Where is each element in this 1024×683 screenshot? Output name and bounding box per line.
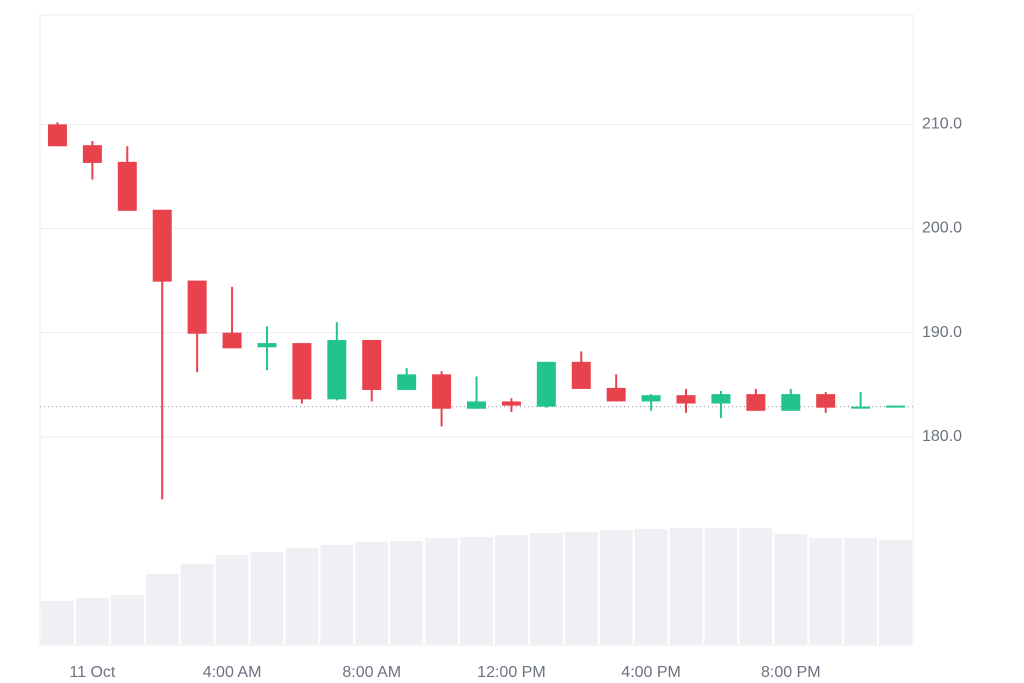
candle-body (781, 394, 801, 411)
volume-bar (844, 538, 878, 645)
volume-bar (145, 574, 179, 645)
volume-bar (704, 528, 738, 645)
candle-body (746, 394, 766, 411)
volume-bar (529, 533, 563, 645)
candle-body (501, 401, 521, 406)
volume-bar (320, 545, 354, 645)
volume-bar (634, 529, 668, 645)
candle-body (851, 406, 871, 409)
candle-body (432, 374, 452, 409)
volume-bar (285, 548, 319, 645)
volume-bar (215, 555, 249, 645)
candle-body (152, 209, 172, 282)
candle-body (82, 145, 102, 163)
x-tick-label: 8:00 PM (761, 664, 821, 681)
y-tick-label: 200.0 (922, 220, 962, 237)
x-tick-label: 4:00 AM (203, 664, 262, 681)
y-tick-label: 190.0 (922, 324, 962, 341)
volume-bar (460, 537, 493, 645)
candle-body (327, 339, 347, 400)
volume-bar (390, 541, 424, 645)
candle-body (641, 395, 661, 402)
candle-body (292, 343, 312, 400)
volume-bar (494, 535, 528, 645)
candle-body (187, 280, 207, 334)
volume-bar (110, 595, 144, 645)
volume-bar (41, 601, 74, 645)
candle-body (47, 124, 67, 147)
volume-bar (809, 538, 843, 645)
candle-body (886, 405, 906, 408)
volume-bar (180, 564, 214, 645)
candle-body (362, 339, 382, 390)
volume-bar (75, 598, 109, 645)
candle-body (606, 387, 626, 402)
volume-bar (355, 542, 389, 645)
candle-body (222, 332, 242, 349)
volume-bar (564, 532, 598, 645)
candle-body (257, 343, 277, 348)
volume-bar (250, 552, 284, 645)
candle-body (467, 401, 486, 409)
y-tick-label: 180.0 (922, 428, 962, 445)
candle-body (816, 394, 836, 408)
x-tick-label: 4:00 PM (621, 664, 681, 681)
volume-bar (599, 530, 633, 645)
x-tick-label: 11 Oct (69, 664, 116, 681)
x-tick-label: 8:00 AM (342, 664, 401, 681)
volume-bar (425, 538, 459, 645)
candle-body (536, 361, 556, 407)
volume-bar (879, 540, 912, 645)
volume-bar (669, 528, 703, 645)
x-tick-label: 12:00 PM (477, 664, 545, 681)
candle-body (117, 161, 137, 211)
candle-body (571, 361, 591, 389)
volume-bar (774, 534, 808, 645)
y-tick-label: 210.0 (922, 116, 962, 133)
volume-bar (739, 528, 773, 645)
candle-body (397, 374, 417, 390)
candle-body (711, 394, 731, 404)
candle-body (676, 395, 696, 404)
